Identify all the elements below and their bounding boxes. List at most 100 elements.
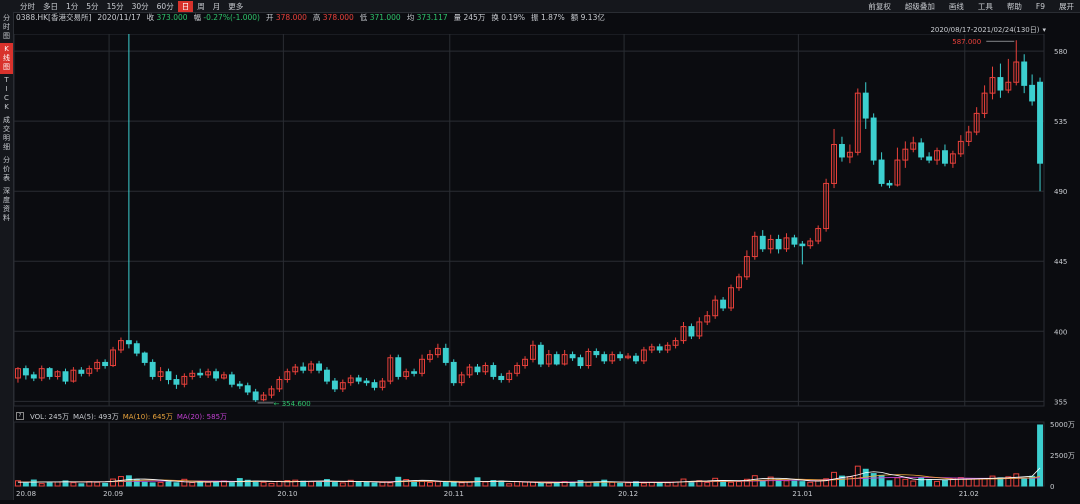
- toolbar-item-5[interactable]: F9: [1035, 2, 1045, 11]
- period-tab-8[interactable]: 周: [197, 2, 205, 11]
- price-panel-border: [13, 33, 1045, 407]
- volume-bar: [918, 477, 925, 487]
- volume-bar: [514, 481, 521, 487]
- candle-body: [213, 371, 219, 379]
- volume-bar: [633, 481, 639, 487]
- period-tab-2[interactable]: 1分: [66, 2, 79, 11]
- candle-body: [70, 369, 77, 382]
- volume-bar: [759, 480, 766, 487]
- volume-tick-label: 2500万: [1050, 452, 1075, 460]
- kline-chart-svg[interactable]: 580 535 490 445 400 355 20.08 20.09 20.10 20.11 20…: [13, 33, 1080, 500]
- period-tab-7[interactable]: 日: [177, 1, 194, 12]
- toolbar-item-4[interactable]: 帮助: [1006, 2, 1022, 11]
- volume-bar: [783, 480, 790, 487]
- x-tick-label: 20.12: [618, 490, 638, 498]
- volume-bar: [284, 480, 291, 487]
- volume-bar: [957, 477, 964, 487]
- period-tab-1[interactable]: 多日: [43, 2, 58, 11]
- volume-bar: [934, 480, 940, 487]
- candle-body: [839, 144, 845, 158]
- price-tick-label: 580: [1054, 48, 1067, 56]
- candle-body: [870, 117, 877, 161]
- toolbar-item-2[interactable]: 画线: [948, 2, 964, 11]
- volume-settings-icon[interactable]: ?: [16, 412, 24, 420]
- sidebar-item-4[interactable]: 分价表: [3, 156, 10, 182]
- candle-body: [197, 372, 204, 376]
- volume-bar: [458, 482, 465, 487]
- candle-body: [823, 182, 830, 230]
- candle-body: [712, 299, 719, 317]
- volume-bar: [482, 481, 489, 487]
- candle-body: [118, 340, 124, 351]
- low-label: 低: [359, 13, 368, 22]
- candle-body: [141, 352, 148, 363]
- sidebar-item-0[interactable]: 分时图: [3, 14, 10, 40]
- volume-bar: [680, 478, 687, 487]
- candle-body: [1021, 61, 1028, 86]
- period-tab-3[interactable]: 5分: [86, 2, 99, 11]
- candle-body: [387, 357, 394, 382]
- change-label: 幅: [193, 13, 202, 22]
- toolbar-item-1[interactable]: 超级叠加: [904, 2, 935, 11]
- candle-body: [862, 92, 869, 119]
- kline-chart-area[interactable]: 580 535 490 445 400 355 20.08 20.09 20.10 20.11 20…: [13, 33, 1080, 500]
- candle-body: [680, 326, 687, 342]
- volume-bar: [38, 483, 45, 487]
- period-tab-6[interactable]: 60分: [156, 2, 174, 11]
- date-range-text: 2020/08/17-2021/02/24(130日): [930, 26, 1040, 34]
- candle-body: [379, 380, 386, 388]
- volume-bar: [1021, 477, 1028, 487]
- volume-bar: [728, 481, 734, 487]
- volume-bar: [442, 482, 449, 487]
- candle-body: [672, 340, 679, 346]
- candle-body: [664, 344, 671, 351]
- candle-body: [339, 382, 346, 390]
- volume-bar: [688, 481, 695, 487]
- period-tab-0[interactable]: 分时: [20, 2, 35, 11]
- volume-bar: [617, 482, 624, 487]
- x-tick-label: 21.01: [792, 490, 812, 498]
- period-tab-5[interactable]: 30分: [131, 2, 149, 11]
- candle-body: [569, 354, 576, 359]
- candle-body: [149, 361, 156, 377]
- candle-body: [181, 375, 188, 385]
- candle-body: [625, 355, 631, 359]
- sidebar-item-3[interactable]: 成交明细: [3, 116, 10, 151]
- volume-bar: [989, 475, 996, 487]
- ma20-legend: MA(20): 585万: [176, 413, 228, 421]
- volume-bar: [743, 478, 750, 487]
- candle-body: [902, 148, 909, 161]
- volume-bar: [870, 473, 877, 487]
- volume-bar: [569, 482, 576, 487]
- toolbar-item-6[interactable]: 展开: [1059, 2, 1074, 11]
- candle-body: [482, 365, 489, 373]
- candle-body: [696, 321, 703, 337]
- candle-body: [268, 388, 275, 396]
- period-tab-4[interactable]: 15分: [106, 2, 124, 11]
- date-range-selector[interactable]: 2020/08/17-2021/02/24(130日) ▾: [930, 25, 1046, 35]
- volume-bar: [371, 482, 378, 487]
- volume-bar: [878, 474, 885, 487]
- candle-body: [284, 371, 291, 381]
- candle-body: [1005, 81, 1012, 91]
- period-tab-9[interactable]: 月: [212, 2, 221, 11]
- candle-body: [189, 372, 196, 377]
- candle-body: [355, 377, 362, 382]
- sidebar-item-5[interactable]: 深度资料: [3, 187, 10, 222]
- close-label: 收: [146, 13, 155, 22]
- candle-body: [30, 374, 37, 379]
- period-tab-10[interactable]: 更多: [228, 2, 244, 11]
- avg-value: 373.117: [416, 13, 448, 22]
- volume-bar: [894, 477, 901, 487]
- volume-bar: [30, 479, 37, 487]
- candle-body: [957, 140, 964, 155]
- toolbar-item-0[interactable]: 前复权: [868, 2, 891, 11]
- candle-body: [981, 92, 988, 114]
- quote-date: 2020/11/17: [97, 13, 141, 22]
- volume-tick-label: 0: [1050, 483, 1054, 491]
- candle-body: [688, 326, 695, 337]
- toolbar-item-3[interactable]: 工具: [977, 2, 993, 11]
- volume-bar: [981, 478, 988, 487]
